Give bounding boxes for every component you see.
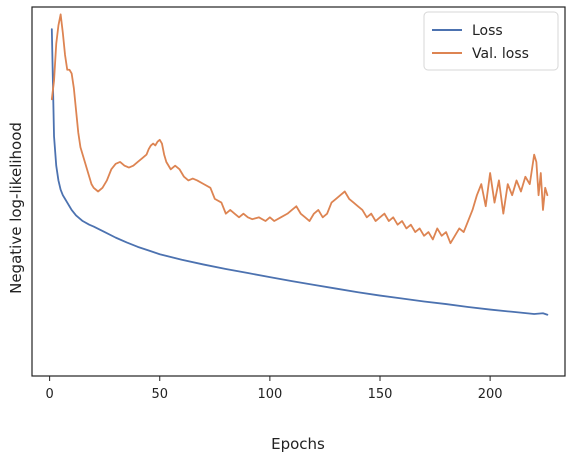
series-line-val-loss — [50, 13, 549, 245]
series-line-loss — [50, 28, 549, 316]
x-tick-label: 0 — [45, 387, 53, 402]
x-tick-label: 50 — [151, 387, 168, 402]
x-tick-label: 100 — [257, 387, 282, 402]
x-tick-label: 150 — [368, 387, 393, 402]
x-tick-label: 200 — [478, 387, 503, 402]
legend-label-val-loss: Val. loss — [472, 46, 529, 62]
series-layer — [50, 13, 549, 316]
legend-box — [423, 11, 559, 71]
x-axis-ticks: 0 50 100 150 200 — [45, 376, 503, 402]
y-axis-label: Negative log-likelihood — [7, 122, 25, 294]
legend-label-loss: Loss — [472, 23, 503, 39]
x-axis-label: Epochs — [271, 435, 325, 453]
legend: Loss Val. loss — [423, 11, 559, 71]
